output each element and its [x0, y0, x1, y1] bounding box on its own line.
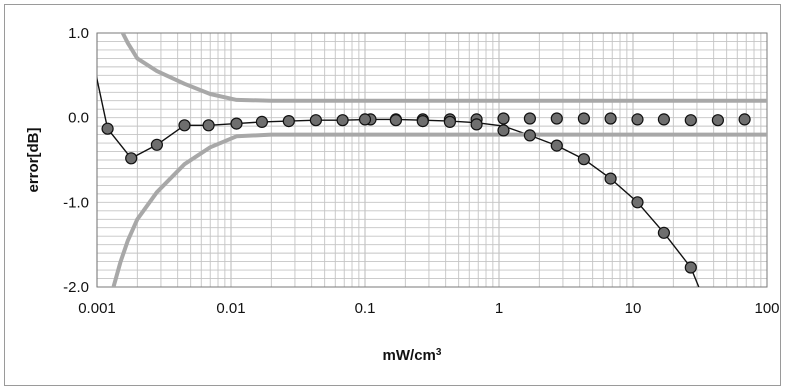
data-point	[125, 152, 138, 165]
plot-area	[96, 32, 768, 288]
data-point	[738, 113, 751, 126]
data-point	[101, 122, 114, 135]
data-point	[684, 114, 697, 127]
data-point	[470, 118, 483, 131]
y-tick-label: 1.0	[68, 25, 89, 42]
data-point	[443, 115, 456, 129]
data-point	[389, 114, 402, 127]
data-point	[523, 129, 537, 142]
y-tick-label: -1.0	[63, 194, 89, 211]
data-point	[604, 112, 617, 125]
data-point	[577, 153, 591, 166]
data-point	[684, 261, 697, 274]
y-tick-label: -2.0	[63, 279, 89, 296]
marker-layer	[101, 112, 751, 274]
data-point	[336, 114, 349, 127]
x-axis-title-unit: mW/cm	[383, 347, 436, 364]
data-point	[416, 114, 429, 128]
tick-label-layer: 0.001 0.01 0.1 1 10 100 -2.0 -1.0 0.0 1.0	[63, 25, 779, 317]
data-point	[657, 113, 671, 126]
data-point	[497, 112, 510, 125]
x-tick-label: 100	[754, 300, 779, 317]
data-point	[202, 119, 215, 132]
data-point	[309, 114, 322, 127]
data-point	[657, 226, 671, 239]
data-point	[631, 113, 644, 126]
error-bound-line	[120, 33, 767, 103]
data-point	[282, 114, 295, 128]
x-tick-label: 10	[625, 300, 642, 317]
data-point	[150, 138, 163, 151]
data-point	[577, 112, 591, 125]
data-point	[230, 117, 243, 130]
error-bound-line	[111, 132, 767, 287]
x-axis-title: mW/cm3	[383, 347, 442, 365]
data-point	[178, 119, 191, 132]
data-point	[604, 172, 617, 185]
data-point	[711, 114, 725, 127]
data-point	[631, 196, 644, 209]
data-point	[550, 112, 563, 125]
y-tick-label: 0.0	[68, 110, 89, 127]
x-axis-title-exponent: 3	[436, 347, 442, 358]
data-point	[358, 113, 372, 126]
data-point	[497, 124, 510, 137]
data-point	[550, 139, 563, 152]
x-tick-label: 1	[495, 300, 503, 317]
chart-frame	[4, 4, 781, 386]
data-point	[255, 115, 268, 129]
grid-layer	[96, 32, 767, 288]
x-tick-label: 0.1	[355, 300, 376, 317]
y-axis-title: error[dB]	[25, 127, 42, 192]
x-tick-label: 0.01	[216, 300, 245, 317]
x-tick-label: 0.001	[78, 300, 116, 317]
data-point	[523, 112, 537, 125]
